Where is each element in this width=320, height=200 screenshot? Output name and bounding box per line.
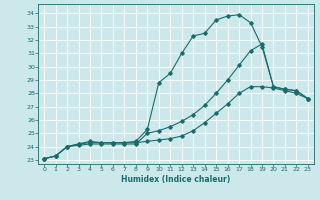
- X-axis label: Humidex (Indice chaleur): Humidex (Indice chaleur): [121, 175, 231, 184]
